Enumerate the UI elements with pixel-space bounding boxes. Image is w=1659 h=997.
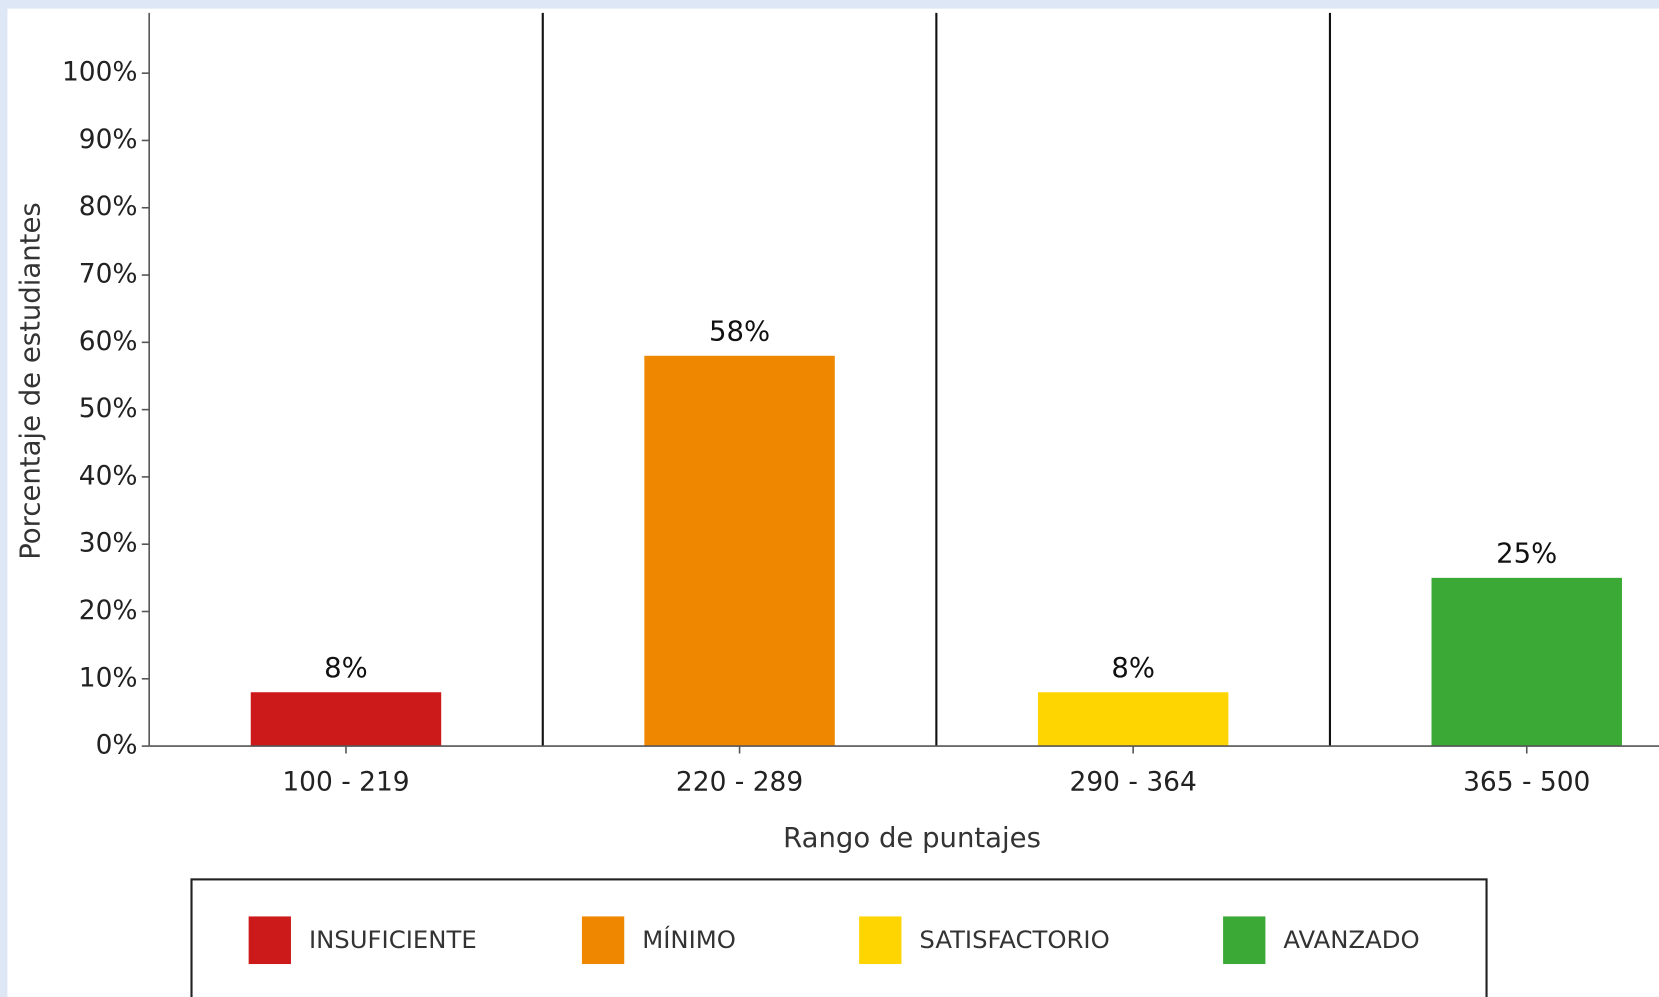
legend-label: MÍNIMO [642, 925, 736, 954]
y-tick-label: 20% [79, 595, 138, 626]
legend-swatch [1223, 916, 1266, 965]
legend-label: INSUFICIENTE [309, 925, 477, 954]
y-tick-label: 0% [96, 730, 138, 761]
x-tick-label: 365 - 500 [1463, 767, 1590, 798]
value-label: 8% [1111, 652, 1155, 684]
y-tick-label: 90% [79, 124, 138, 155]
bar [250, 692, 442, 747]
x-tick-label: 290 - 364 [1070, 767, 1197, 798]
legend-label: SATISFACTORIO [919, 925, 1109, 954]
legend-box [190, 878, 1488, 997]
x-tick-label: 100 - 219 [282, 767, 409, 798]
y-tick-label: 60% [79, 326, 138, 357]
legend-label: AVANZADO [1283, 925, 1419, 954]
legend-swatch [248, 916, 291, 965]
y-tick-label: 30% [79, 528, 138, 559]
legend-swatch [859, 916, 902, 965]
y-tick-label: 50% [79, 393, 138, 424]
value-label: 58% [709, 316, 770, 348]
y-tick-label: 100% [62, 57, 138, 88]
bar [1037, 692, 1229, 747]
y-tick-label: 10% [79, 662, 138, 693]
y-tick-label: 70% [79, 259, 138, 290]
y-axis-title: Porcentaje de estudiantes [15, 202, 47, 560]
bar [1431, 577, 1622, 747]
bar [644, 355, 835, 747]
x-axis-title: Rango de puntajes [783, 822, 1041, 854]
y-tick-label: 80% [79, 191, 138, 222]
value-label: 25% [1496, 538, 1557, 570]
x-tick-label: 220 - 289 [676, 767, 803, 798]
value-label: 8% [324, 652, 368, 684]
y-tick-label: 40% [79, 460, 138, 491]
legend-swatch [581, 916, 625, 965]
